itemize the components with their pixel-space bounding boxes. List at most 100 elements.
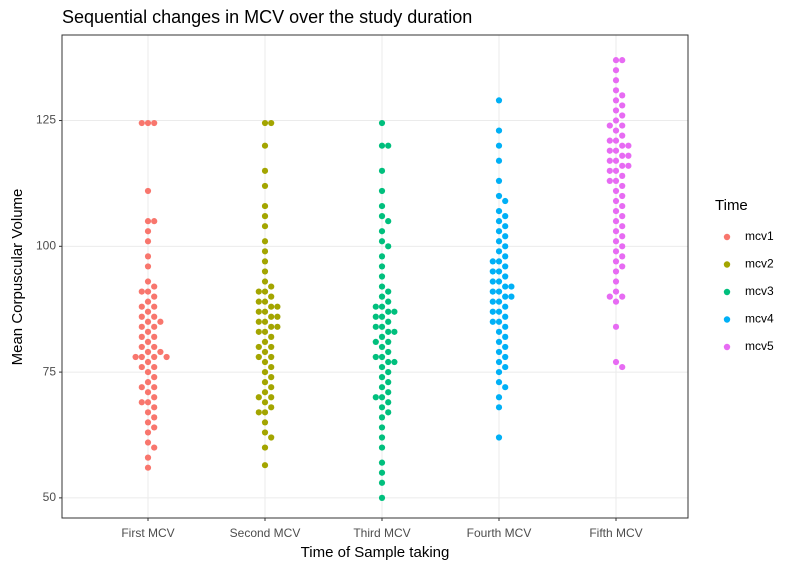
dot — [151, 293, 158, 300]
y-tick-label: 125 — [36, 113, 56, 127]
dot — [502, 323, 509, 330]
dot — [138, 353, 145, 361]
dot — [495, 338, 503, 346]
dot — [378, 384, 386, 391]
dot — [502, 263, 509, 270]
x-axis-title: Time of Sample taking — [301, 544, 450, 561]
dot — [261, 338, 269, 346]
x-tick-label: Second MCV — [230, 526, 301, 540]
dot — [255, 353, 262, 361]
dot — [378, 323, 386, 330]
dot — [378, 238, 386, 245]
legend-label: mcv5 — [745, 339, 774, 353]
dot — [606, 122, 613, 129]
dot — [255, 343, 262, 351]
dot — [261, 288, 269, 295]
dot — [619, 233, 626, 240]
y-tick-label: 75 — [43, 364, 57, 378]
dot — [144, 419, 152, 426]
dot — [502, 293, 509, 300]
dot — [495, 157, 503, 164]
dot — [619, 363, 626, 371]
dot — [495, 97, 503, 104]
dot — [138, 399, 145, 406]
dot — [612, 197, 620, 205]
dot — [144, 288, 152, 295]
dot — [489, 318, 496, 325]
dot — [261, 202, 269, 210]
dot — [495, 248, 503, 255]
legend-label: mcv2 — [745, 257, 774, 271]
dot — [385, 358, 392, 366]
dot — [495, 192, 503, 200]
dot — [385, 389, 392, 396]
dot — [372, 303, 379, 310]
panel-border — [61, 34, 689, 519]
dot — [138, 363, 145, 371]
dot — [612, 137, 620, 144]
dot — [619, 152, 626, 159]
dot — [372, 313, 379, 320]
dot — [385, 308, 392, 315]
dot — [612, 117, 620, 124]
dot — [502, 333, 509, 340]
dot — [144, 308, 152, 315]
dot — [378, 273, 386, 280]
dot — [268, 394, 275, 401]
dot — [138, 288, 145, 295]
dot — [619, 202, 626, 210]
dot — [268, 343, 275, 351]
dot — [144, 368, 152, 376]
dot — [619, 293, 626, 300]
dot — [151, 363, 158, 371]
dot — [151, 374, 158, 381]
dot — [261, 328, 269, 335]
dot — [144, 464, 152, 471]
dot — [619, 182, 626, 190]
dot — [151, 394, 158, 401]
dot — [138, 323, 145, 330]
dot — [606, 293, 613, 300]
dot — [619, 263, 626, 270]
legend-marker — [723, 343, 731, 351]
dot — [261, 462, 269, 469]
dot — [495, 258, 503, 265]
dot — [268, 333, 275, 340]
dot — [378, 202, 386, 210]
dot — [495, 142, 503, 149]
dot — [261, 429, 269, 436]
dot — [261, 258, 269, 265]
dot — [495, 394, 503, 401]
dot — [495, 218, 503, 225]
dot — [378, 253, 386, 260]
dot — [502, 253, 509, 260]
dot — [255, 394, 262, 401]
dot — [612, 167, 620, 174]
dot — [378, 142, 386, 149]
dot — [151, 333, 158, 340]
dot — [144, 218, 152, 225]
dot — [261, 167, 269, 174]
dot — [132, 353, 139, 361]
dot — [619, 112, 626, 119]
dot — [502, 243, 509, 250]
dot — [502, 384, 509, 391]
dot — [502, 343, 509, 351]
dot — [612, 268, 620, 275]
dot — [261, 399, 269, 406]
dot — [625, 162, 632, 169]
dot — [151, 303, 158, 310]
dot — [144, 253, 152, 260]
dot — [385, 338, 392, 346]
dot — [625, 142, 632, 149]
dot — [378, 363, 386, 371]
dot — [606, 167, 613, 174]
dot — [378, 494, 386, 501]
dot — [261, 409, 269, 416]
dot — [612, 57, 620, 64]
dot — [151, 283, 158, 290]
x-tick-label: First MCV — [121, 526, 174, 540]
dot — [255, 318, 262, 325]
dot — [502, 313, 509, 320]
dot — [144, 348, 152, 356]
